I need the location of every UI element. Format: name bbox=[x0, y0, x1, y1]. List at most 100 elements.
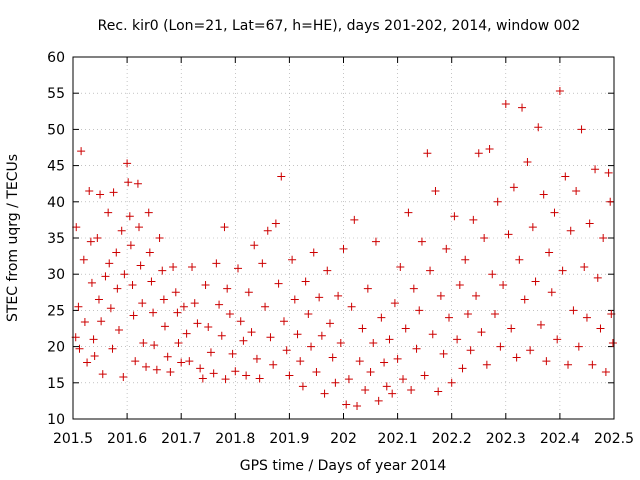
data-point-marker bbox=[428, 330, 437, 339]
data-point-marker bbox=[185, 357, 194, 366]
data-point-marker bbox=[417, 237, 426, 246]
plot-frame bbox=[72, 56, 615, 420]
data-point-marker bbox=[585, 219, 594, 228]
data-point-marker bbox=[466, 346, 475, 355]
data-point-marker bbox=[599, 234, 608, 242]
data-point-marker bbox=[569, 306, 578, 315]
data-point-marker bbox=[596, 324, 605, 333]
data-point-marker bbox=[234, 264, 243, 273]
data-point-marker bbox=[591, 165, 600, 174]
data-point-marker bbox=[366, 367, 375, 376]
data-point-marker bbox=[163, 352, 172, 361]
x-tick-label: 202.3 bbox=[486, 431, 526, 447]
data-point-marker bbox=[201, 281, 210, 290]
data-point-marker bbox=[244, 288, 253, 297]
data-point-marker bbox=[87, 278, 96, 287]
data-point-marker bbox=[604, 168, 613, 177]
data-point-marker bbox=[158, 266, 167, 275]
data-point-marker bbox=[131, 357, 140, 366]
x-tick-label: 202.2 bbox=[432, 431, 472, 447]
data-point-marker bbox=[334, 291, 343, 300]
data-point-marker bbox=[353, 401, 362, 410]
data-point-marker bbox=[474, 149, 483, 158]
data-point-marker bbox=[139, 338, 148, 347]
data-point-marker bbox=[606, 197, 615, 206]
x-tick-label: 201.8 bbox=[215, 431, 255, 447]
x-tick-label: 202.5 bbox=[594, 431, 634, 447]
data-point-marker bbox=[344, 375, 353, 384]
x-tick-label: 201.6 bbox=[107, 431, 147, 447]
data-point-marker bbox=[215, 300, 224, 309]
data-point-marker bbox=[426, 266, 435, 275]
chart-title: Rec. kir0 (Lon=21, Lat=67, h=HE), days 2… bbox=[98, 18, 581, 34]
data-point-marker bbox=[412, 344, 421, 353]
data-point-marker bbox=[105, 259, 114, 268]
data-point-marker bbox=[220, 223, 229, 232]
data-point-marker bbox=[553, 335, 562, 344]
data-point-marker bbox=[266, 333, 275, 342]
data-point-marker bbox=[242, 371, 251, 380]
data-point-marker bbox=[593, 273, 602, 282]
data-point-marker bbox=[206, 348, 215, 357]
data-point-marker bbox=[309, 248, 318, 257]
data-point-marker bbox=[145, 248, 154, 257]
y-axis-label: STEC from uqrg / TECUs bbox=[5, 154, 21, 322]
data-point-marker bbox=[577, 125, 586, 134]
data-point-marker bbox=[261, 302, 270, 311]
data-point-marker bbox=[444, 313, 453, 322]
data-point-marker bbox=[453, 335, 462, 344]
data-point-marker bbox=[355, 357, 364, 366]
data-point-marker bbox=[277, 172, 286, 181]
data-points bbox=[71, 87, 617, 410]
data-point-marker bbox=[77, 147, 86, 156]
data-point-marker bbox=[377, 313, 386, 322]
data-point-marker bbox=[223, 284, 232, 293]
data-point-marker bbox=[347, 302, 356, 311]
data-point-marker bbox=[124, 178, 133, 187]
y-tick-label: 20 bbox=[47, 340, 65, 356]
data-point-marker bbox=[190, 299, 199, 308]
data-point-marker bbox=[496, 342, 505, 351]
data-point-marker bbox=[458, 364, 467, 373]
data-point-marker bbox=[450, 212, 459, 221]
data-point-marker bbox=[523, 157, 532, 166]
data-point-marker bbox=[463, 310, 472, 319]
x-tick-label: 202 bbox=[330, 431, 357, 447]
data-point-marker bbox=[123, 159, 132, 168]
data-point-marker bbox=[114, 325, 123, 334]
data-point-marker bbox=[385, 335, 394, 344]
data-point-marker bbox=[342, 400, 351, 409]
data-point-marker bbox=[160, 322, 169, 331]
data-point-marker bbox=[490, 310, 499, 319]
data-point-marker bbox=[133, 179, 142, 188]
data-point-marker bbox=[550, 208, 559, 217]
data-point-marker bbox=[108, 344, 117, 353]
data-point-marker bbox=[155, 234, 164, 242]
data-point-marker bbox=[442, 244, 451, 253]
data-point-marker bbox=[307, 342, 316, 351]
data-point-marker bbox=[528, 223, 537, 232]
data-point-marker bbox=[239, 336, 248, 345]
data-point-marker bbox=[85, 186, 94, 195]
data-point-marker bbox=[531, 277, 540, 286]
data-point-marker bbox=[136, 261, 145, 270]
data-point-marker bbox=[542, 357, 551, 366]
data-point-marker bbox=[331, 378, 340, 387]
data-point-marker bbox=[126, 241, 135, 250]
data-point-marker bbox=[96, 190, 105, 199]
x-tick-label: 201.9 bbox=[269, 431, 309, 447]
data-point-marker bbox=[304, 310, 313, 319]
data-point-marker bbox=[147, 277, 156, 286]
data-point-marker bbox=[128, 281, 137, 290]
x-tick-label: 201.7 bbox=[161, 431, 201, 447]
data-point-marker bbox=[518, 103, 527, 112]
data-point-marker bbox=[93, 234, 102, 242]
data-point-marker bbox=[404, 208, 413, 217]
data-point-marker bbox=[469, 215, 478, 224]
data-point-marker bbox=[293, 330, 302, 339]
y-tick-label: 25 bbox=[47, 303, 65, 319]
data-point-marker bbox=[472, 291, 481, 300]
data-point-marker bbox=[369, 338, 378, 347]
data-point-marker bbox=[112, 248, 121, 257]
data-point-marker bbox=[104, 208, 113, 217]
